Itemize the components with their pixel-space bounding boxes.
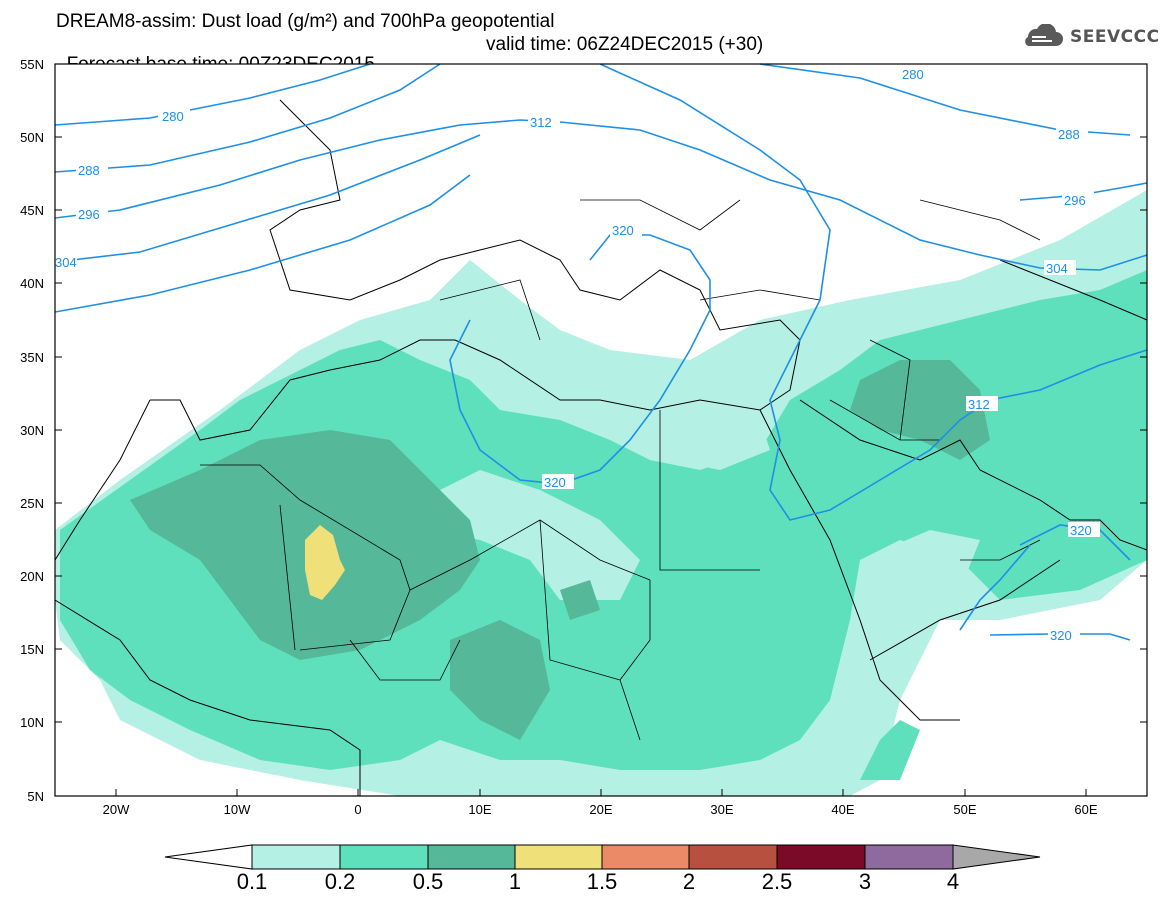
lat-label: 20N	[20, 569, 44, 584]
colorbar-min-arrow	[164, 844, 253, 870]
contour-label: 288	[78, 163, 100, 178]
lon-label: 40E	[831, 802, 855, 817]
lon-label: 20W	[102, 802, 130, 817]
lat-label: 5N	[27, 789, 44, 804]
country-borders	[200, 199, 1041, 741]
lon-label: 60E	[1074, 802, 1098, 817]
axis-ticks	[55, 63, 1147, 796]
lat-label: 30N	[20, 423, 44, 438]
logo-text: SEEVCCC	[1070, 27, 1160, 47]
colorbar-label: 2	[682, 869, 696, 894]
contour-label: 280	[902, 67, 924, 82]
lat-label: 15N	[20, 642, 44, 657]
contour-label: 296	[78, 207, 100, 222]
colorbar-swatch	[688, 844, 778, 870]
contour-label: 304	[1046, 261, 1068, 276]
contour-label: 312	[530, 115, 552, 130]
contour-label: 296	[1064, 193, 1086, 208]
colorbar-label: 0.2	[324, 869, 356, 894]
colorbar-label: 0.5	[412, 869, 444, 894]
colorbar-label: 4	[946, 869, 960, 894]
map-title: DREAM8-assim: Dust load (g/m²) and 700hP…	[56, 11, 555, 32]
dust-level3-horn	[860, 720, 920, 780]
dust-clear-egypt	[660, 420, 770, 470]
colorbar-label: 0.1	[236, 869, 268, 894]
contour-labels: 280 280 288 288 296 304 304 312 320 320 …	[55, 66, 1100, 643]
colorbar-swatch	[339, 844, 429, 870]
contour-label: 320	[1070, 523, 1092, 538]
contour-label: 320	[544, 475, 566, 490]
lon-label: 30E	[710, 802, 734, 817]
lon-label: 0	[354, 802, 362, 817]
lat-label: 40N	[20, 276, 44, 291]
contour-label: 320	[612, 223, 634, 238]
coastlines	[54, 99, 1148, 796]
dust-level3-iraq	[850, 360, 990, 460]
colorbar-swatch	[601, 844, 690, 870]
colorbar-max-arrow	[952, 844, 1041, 870]
lon-label: 10E	[468, 802, 492, 817]
dust-level3-chad	[450, 620, 550, 740]
lon-label: 10W	[223, 802, 251, 817]
seevccc-logo: SEEVCCC	[1018, 24, 1160, 50]
lat-label: 50N	[20, 130, 44, 145]
contour-label: 320	[1050, 628, 1072, 643]
colorbar-label: 1	[508, 869, 522, 894]
contour-label: 280	[162, 109, 184, 124]
dust-clear-arabia	[860, 530, 980, 600]
colorbar-label: 2.5	[761, 869, 793, 894]
colorbar-swatch	[776, 844, 866, 870]
lon-label: 20E	[589, 802, 613, 817]
lat-label: 55N	[20, 57, 44, 72]
contour-label: 312	[968, 397, 990, 412]
colorbar-label: 1.5	[586, 869, 618, 894]
lat-label: 10N	[20, 715, 44, 730]
colorbar-label: 3	[858, 869, 872, 894]
lat-label: 45N	[20, 203, 44, 218]
valid-time-text: valid time: 06Z24DEC2015 (+30)	[486, 34, 764, 55]
dust-fill-layer	[55, 190, 1147, 796]
lat-label: 25N	[20, 496, 44, 511]
lat-label: 35N	[20, 350, 44, 365]
colorbar-swatch	[251, 844, 341, 870]
colorbar-swatch	[514, 844, 603, 870]
contour-label: 288	[1058, 127, 1080, 142]
lon-label: 50E	[953, 802, 977, 817]
dust-level3-libya	[560, 580, 600, 620]
dust-clear-sahara	[420, 470, 640, 600]
colorbar-swatch	[427, 844, 516, 870]
colorbar	[164, 844, 1041, 870]
dust-level4-mali	[305, 525, 345, 600]
colorbar-swatch	[864, 844, 954, 870]
contour-label: 304	[55, 255, 77, 270]
cloud-icon	[1025, 24, 1063, 46]
geopotential-contours	[54, 63, 1148, 641]
